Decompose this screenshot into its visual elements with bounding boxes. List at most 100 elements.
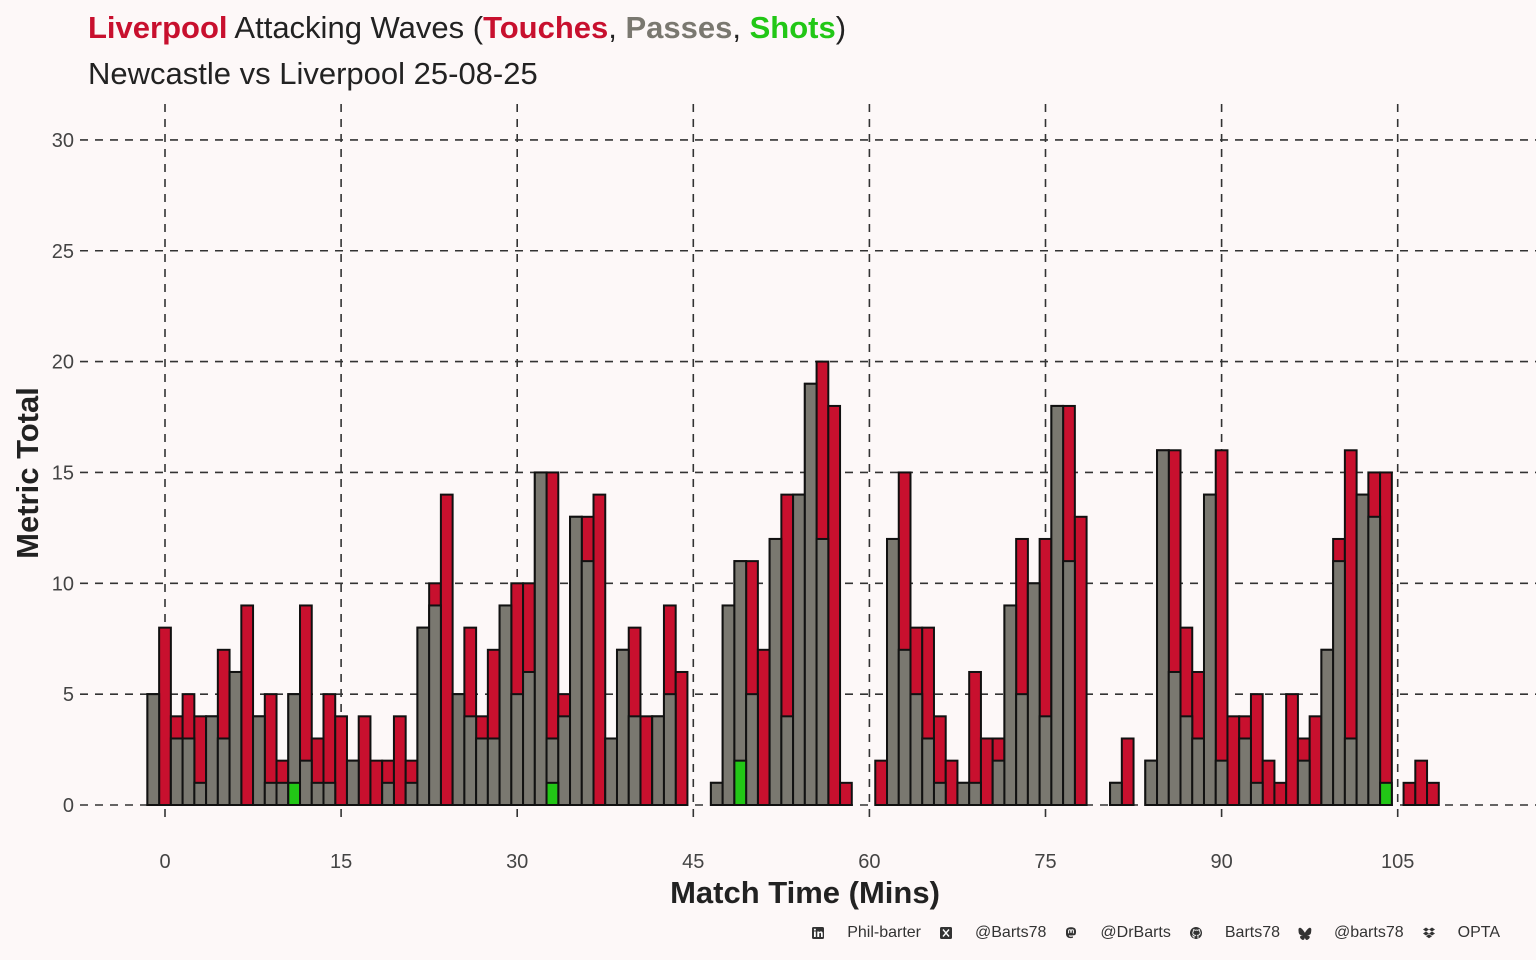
passes-bar: [510, 693, 525, 807]
touches-bar: [639, 715, 654, 807]
title-middle: Attacking Waves (: [227, 10, 484, 45]
x-axis-label: Match Time (Mins): [670, 875, 940, 910]
passes-bar: [932, 781, 947, 807]
passes-bar: [1191, 737, 1205, 806]
title-end: ): [835, 10, 847, 45]
passes-bar: [1367, 515, 1382, 806]
passes-bar: [557, 715, 572, 807]
passes-bar: [615, 648, 630, 806]
passes-bar: [968, 781, 982, 807]
passes-bar: [1156, 449, 1170, 806]
footer-text: @DrBarts: [1100, 924, 1171, 941]
passes-bar: [1179, 715, 1194, 807]
passes-bar: [428, 604, 442, 806]
touches-bar: [1308, 715, 1323, 807]
passes-bar: [1320, 648, 1335, 806]
bluesky-icon: [1298, 926, 1312, 940]
passes-bar: [897, 648, 912, 806]
chart-title: Liverpool Attacking Waves (Touches, Pass…: [88, 10, 846, 46]
title-passes: Passes: [625, 10, 733, 45]
footer-text: Barts78: [1224, 924, 1281, 941]
passes-bar: [1038, 715, 1053, 807]
passes-bar: [1062, 560, 1076, 806]
passes-bar: [463, 715, 478, 807]
title-team: Liverpool: [88, 10, 228, 45]
passes-bar: [803, 382, 818, 806]
passes-bar: [886, 537, 900, 807]
footer-item: @Barts78: [939, 924, 1046, 942]
touches-bar: [158, 626, 172, 807]
passes-bar: [252, 715, 266, 807]
touches-bar: [1261, 759, 1276, 806]
x-tick-label: 75: [1034, 851, 1056, 873]
passes-bar: [404, 781, 419, 807]
passes-bar: [169, 737, 184, 806]
footer-item: Barts78: [1189, 924, 1280, 942]
dropbox-icon: [1422, 926, 1436, 940]
passes-bar: [745, 693, 759, 807]
footer-credits: Phil-barter @Barts78 @DrBarts Barts78 @barts…: [793, 924, 1500, 942]
passes-bar: [1238, 737, 1252, 806]
passes-bar: [1167, 670, 1182, 806]
touches-bar: [874, 759, 889, 806]
passes-bar: [1144, 759, 1159, 806]
footer-text: @Barts78: [975, 924, 1047, 941]
x-tick-label: 0: [159, 851, 170, 873]
passes-bar: [1355, 493, 1370, 806]
passes-bar: [228, 670, 243, 806]
touches-bar: [357, 715, 372, 807]
passes-bar: [627, 715, 642, 807]
touches-bar: [1379, 471, 1393, 806]
passes-bar: [416, 626, 431, 807]
passes-bar: [216, 737, 231, 806]
footer-text: Phil-barter: [847, 924, 922, 941]
chart-subtitle: Newcastle vs Liverpool 25-08-25: [88, 56, 538, 91]
passes-bar: [1332, 560, 1346, 806]
touches-bar: [839, 781, 853, 807]
passes-bar: [709, 781, 724, 807]
footer-item: @DrBarts: [1064, 924, 1171, 942]
y-tick-label: 5: [63, 684, 74, 706]
title-sep2: ,: [732, 10, 750, 45]
passes-bar: [522, 670, 536, 806]
y-tick-label: 20: [52, 352, 74, 374]
passes-bar: [768, 537, 783, 807]
passes-bar: [1343, 737, 1358, 806]
touches-bar: [944, 759, 959, 806]
passes-bar: [181, 737, 196, 806]
passes-bar: [1109, 781, 1123, 807]
passes-bar: [662, 693, 677, 807]
passes-bar: [1026, 582, 1041, 806]
x-twitter-icon: [939, 926, 953, 940]
y-tick-label: 15: [52, 462, 74, 484]
x-tick-label: 30: [506, 851, 528, 873]
passes-bar: [604, 737, 618, 806]
touches-bar: [1120, 737, 1135, 806]
attacking-waves-chart: 0 5 10 15 20 25 30 0 15 30 45 60 75 90 105 Match Time …: [10, 104, 1536, 910]
bars: [146, 360, 1440, 807]
y-tick-label: 10: [52, 573, 74, 595]
passes-bar: [991, 759, 1006, 806]
shots-bar: [1379, 781, 1393, 807]
x-tick-label: 60: [858, 851, 880, 873]
touches-bar: [1273, 781, 1288, 807]
touches-bar: [392, 715, 407, 807]
shots-bar: [733, 759, 748, 806]
passes-bar: [956, 781, 971, 807]
passes-bar: [569, 515, 583, 806]
shots-bar: [545, 781, 560, 807]
linkedin-icon: [811, 926, 825, 940]
touches-bar: [1073, 515, 1088, 806]
touches-bar: [674, 670, 689, 806]
touches-bar: [756, 648, 771, 806]
passes-bar: [1015, 693, 1029, 807]
passes-bar: [381, 781, 395, 807]
passes-bar: [275, 781, 290, 807]
passes-bar: [475, 737, 489, 806]
touches-bar: [1226, 715, 1241, 807]
passes-bar: [1249, 781, 1264, 807]
passes-bar: [1202, 493, 1217, 806]
passes-bar: [533, 471, 548, 806]
title-sep1: ,: [608, 10, 626, 45]
footer-item: Phil-barter: [811, 924, 921, 942]
